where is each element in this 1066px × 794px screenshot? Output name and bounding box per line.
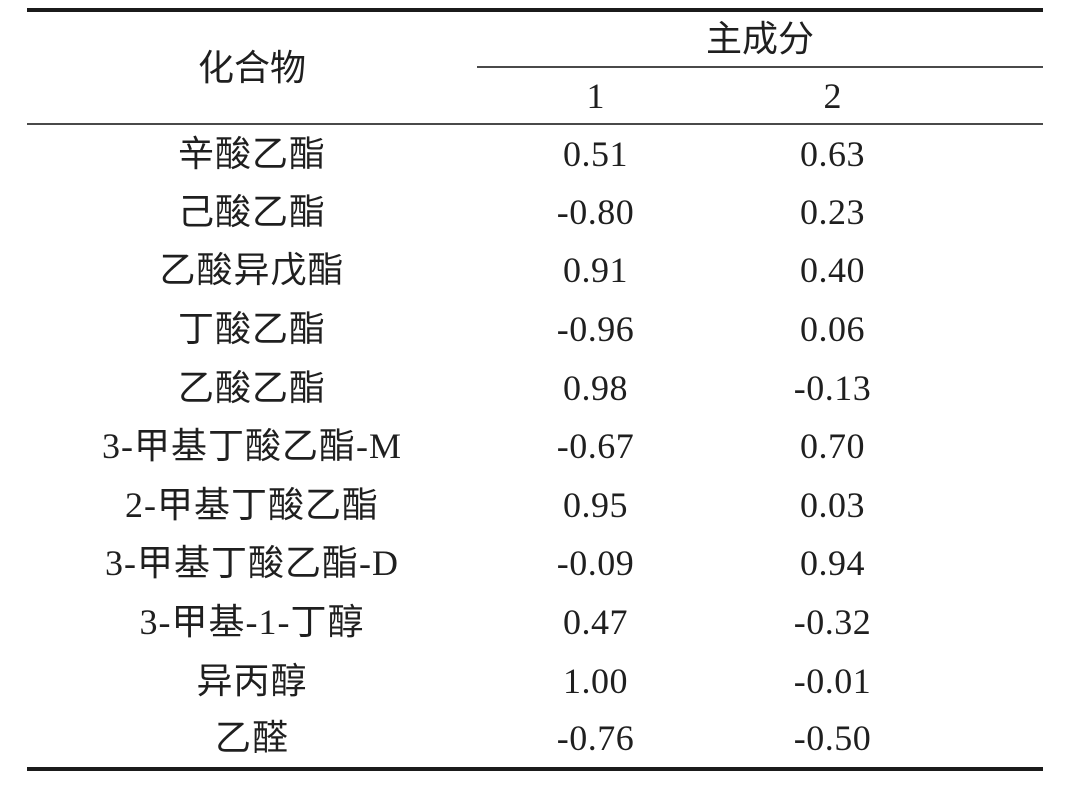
- compound-cell: 丁酸乙酯: [177, 309, 326, 350]
- header-group-row: 化合物 主成分: [27, 10, 1044, 125]
- table-row: 己酸乙酯 -0.80 0.23: [27, 183, 1043, 242]
- compound-column-header: 化合物: [27, 10, 477, 125]
- pc1-cell: -0.67: [556, 426, 635, 467]
- spacer-cell: [951, 476, 1043, 535]
- spacer-cell: [951, 241, 1043, 300]
- pc2-cell: -0.50: [793, 718, 872, 759]
- compound-cell: 乙酸异戊酯: [159, 250, 345, 291]
- compound-cell: 3-甲基丁酸乙酯-M: [102, 426, 402, 467]
- table-row: 2-甲基丁酸乙酯 0.95 0.03: [27, 476, 1043, 535]
- spacer-cell: [951, 593, 1043, 652]
- compound-cell: 异丙醇: [196, 660, 308, 701]
- header-spacer-cell: [951, 67, 1044, 125]
- pc1-cell: 0.51: [563, 133, 628, 174]
- pc2-cell: 0.94: [800, 543, 865, 584]
- table-row: 丁酸乙酯 -0.96 0.06: [27, 300, 1043, 359]
- spacer-cell: [951, 300, 1043, 359]
- spacer-cell: [951, 534, 1043, 593]
- pc1-column-header: 1: [477, 67, 714, 125]
- pc2-cell: 0.23: [800, 191, 865, 232]
- compound-cell: 3-甲基-1-丁醇: [139, 602, 365, 643]
- table-row: 乙酸乙酯 0.98 -0.13: [27, 358, 1043, 417]
- pc1-cell: 0.47: [563, 602, 628, 643]
- table-row: 乙醛 -0.76 -0.50: [27, 710, 1043, 769]
- compound-cell: 乙醛: [214, 718, 289, 759]
- pc1-cell: 1.00: [563, 660, 628, 701]
- pc2-cell: 0.03: [800, 484, 865, 525]
- table-row: 异丙醇 1.00 -0.01: [27, 651, 1043, 710]
- pc1-cell: -0.76: [556, 718, 635, 759]
- table-row: 辛酸乙酯 0.51 0.63: [27, 124, 1043, 183]
- spacer-cell: [951, 417, 1043, 476]
- principal-component-group-header: 主成分: [477, 10, 1044, 68]
- pc2-cell: 0.40: [800, 250, 865, 291]
- table-row: 乙酸异戊酯 0.91 0.40: [27, 241, 1043, 300]
- pc1-cell: 0.98: [563, 367, 628, 408]
- pc2-cell: 0.63: [800, 133, 865, 174]
- pc1-cell: 0.91: [563, 250, 628, 291]
- pc1-cell: 0.95: [563, 484, 628, 525]
- table-row: 3-甲基-1-丁醇 0.47 -0.32: [27, 593, 1043, 652]
- compound-cell: 2-甲基丁酸乙酯: [125, 484, 379, 525]
- table-row: 3-甲基丁酸乙酯-M -0.67 0.70: [27, 417, 1043, 476]
- spacer-cell: [951, 358, 1043, 417]
- spacer-cell: [951, 651, 1043, 710]
- spacer-cell: [951, 124, 1043, 183]
- table-row: 3-甲基丁酸乙酯-D -0.09 0.94: [27, 534, 1043, 593]
- compound-cell: 3-甲基丁酸乙酯-D: [105, 543, 399, 584]
- pc1-cell: -0.80: [556, 191, 635, 232]
- pc1-cell: -0.96: [556, 309, 635, 350]
- spacer-cell: [951, 710, 1043, 769]
- pc1-cell: -0.09: [556, 543, 635, 584]
- pc2-cell: -0.32: [793, 602, 872, 643]
- header-sub-row: 1 2: [27, 67, 1044, 125]
- compound-cell: 己酸乙酯: [177, 191, 326, 232]
- pca-loadings-table: 化合物 主成分 1 2 辛酸乙酯 0.51 0.63 己酸乙酯 -0.80 0.…: [27, 8, 1044, 771]
- spacer-cell: [951, 183, 1043, 242]
- pc2-cell: -0.01: [793, 660, 872, 701]
- pc2-cell: 0.06: [800, 309, 865, 350]
- compound-cell: 辛酸乙酯: [177, 133, 326, 174]
- pc2-column-header: 2: [714, 67, 951, 125]
- pc2-cell: 0.70: [800, 426, 865, 467]
- compound-cell: 乙酸乙酯: [177, 367, 326, 408]
- pc2-cell: -0.13: [793, 367, 872, 408]
